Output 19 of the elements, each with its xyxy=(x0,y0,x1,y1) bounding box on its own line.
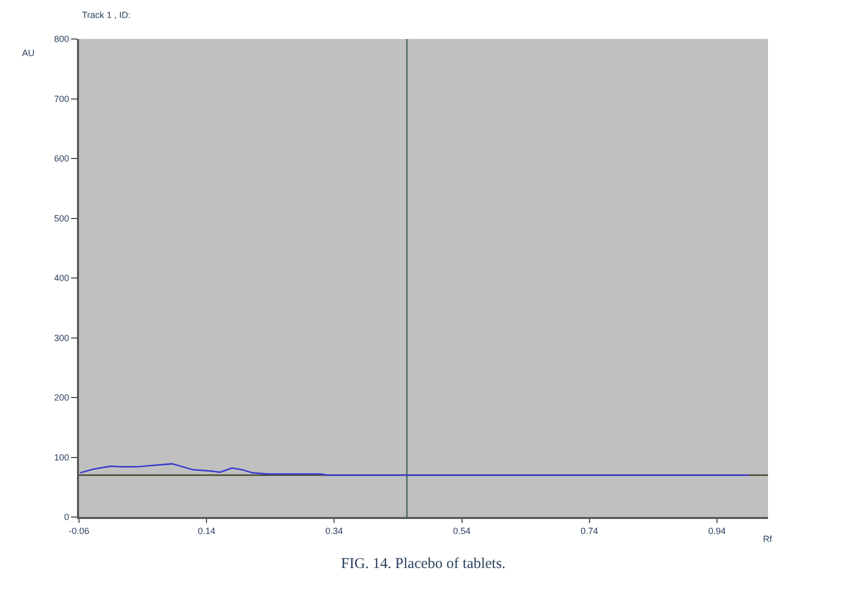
y-tick-label: 200 xyxy=(54,392,70,403)
x-axis-title: Rf xyxy=(763,534,772,544)
x-tick-label: 0.94 xyxy=(708,526,726,536)
y-tick-label: 300 xyxy=(54,332,70,343)
y-tick-label: 800 xyxy=(54,34,70,44)
x-tick-label: 0.34 xyxy=(325,526,343,536)
x-tick-label: -0.06 xyxy=(68,526,90,536)
x-tick-label: 0.54 xyxy=(453,526,471,536)
y-tick-label: 0 xyxy=(64,512,70,522)
caption: FIG. 14. Placebo of tablets. xyxy=(341,556,506,572)
x-tick-label: 0.14 xyxy=(198,526,216,536)
y-tick-label: 500 xyxy=(54,213,70,224)
chart-title: Track 1 , ID: xyxy=(82,10,131,20)
x-tick-label: 0.74 xyxy=(580,526,598,536)
y-tick-label: 600 xyxy=(54,154,70,164)
y-tick-label: 400 xyxy=(54,273,70,284)
y-tick-label: 700 xyxy=(54,94,70,104)
y-axis-title: AU xyxy=(22,48,35,58)
y-tick-label: 100 xyxy=(54,452,70,462)
